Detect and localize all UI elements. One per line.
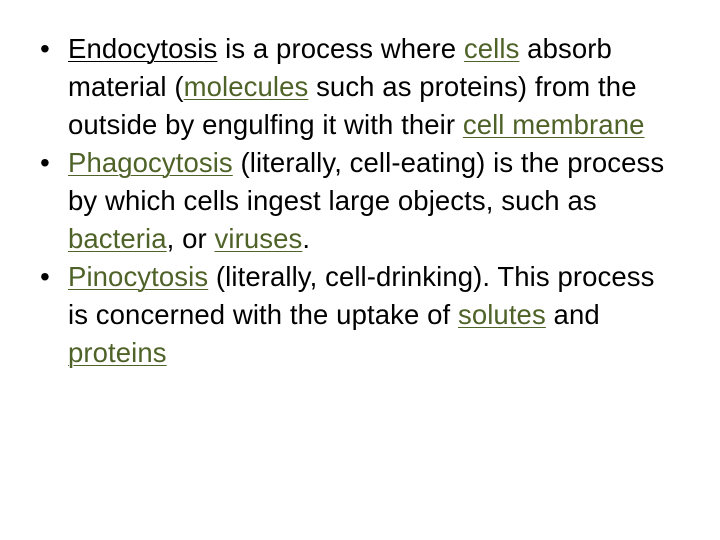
hyperlink-text[interactable]: solutes xyxy=(458,299,546,330)
hyperlink-text[interactable]: proteins xyxy=(68,337,167,368)
text-run: is a process where xyxy=(217,33,464,64)
defined-term: Endocytosis xyxy=(68,33,217,64)
hyperlink-text[interactable]: cells xyxy=(464,33,520,64)
hyperlink-text[interactable]: molecules xyxy=(184,71,309,102)
bullet-text: Phagocytosis (literally, cell-eating) is… xyxy=(68,144,680,258)
bullet-item: Endocytosis is a process where cells abs… xyxy=(30,30,680,144)
hyperlink-text[interactable]: Pinocytosis xyxy=(68,261,208,292)
bullet-text: Pinocytosis (literally, cell-drinking). … xyxy=(68,258,680,372)
bullet-item: Phagocytosis (literally, cell-eating) is… xyxy=(30,144,680,258)
slide-bullet-list: Endocytosis is a process where cells abs… xyxy=(30,30,680,372)
hyperlink-text[interactable]: cell membrane xyxy=(463,109,645,140)
bullet-text: Endocytosis is a process where cells abs… xyxy=(68,30,680,144)
hyperlink-text[interactable]: Phagocytosis xyxy=(68,147,233,178)
text-run: and xyxy=(546,299,600,330)
hyperlink-text[interactable]: viruses xyxy=(215,223,303,254)
hyperlink-text[interactable]: bacteria xyxy=(68,223,167,254)
bullet-item: Pinocytosis (literally, cell-drinking). … xyxy=(30,258,680,372)
text-run: . xyxy=(302,223,310,254)
text-run: , or xyxy=(167,223,215,254)
